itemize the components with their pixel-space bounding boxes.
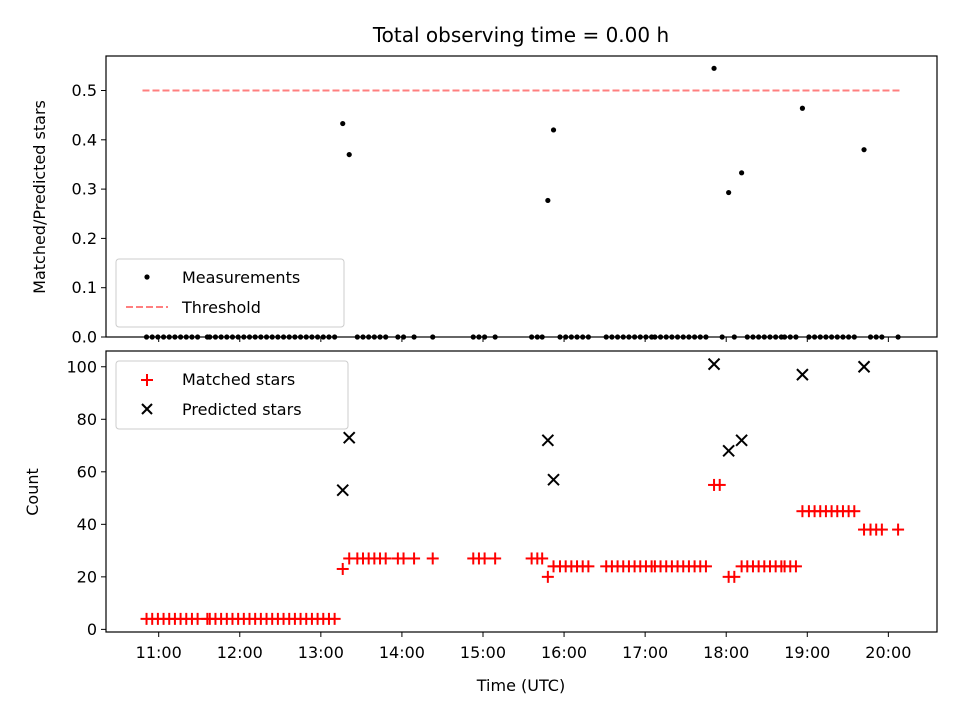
measurement-point — [340, 120, 346, 127]
measurement-point — [799, 105, 806, 111]
predicted-star-point — [722, 444, 735, 458]
x-tick-label: 17:00 — [622, 643, 668, 662]
x-tick-label: 11:00 — [136, 643, 182, 662]
matched-star-point — [728, 570, 741, 583]
bottom-legend-box — [115, 360, 349, 430]
legend-measurements-label: Measurements — [182, 268, 300, 287]
measurement-point — [861, 147, 867, 153]
matched-star-point — [541, 570, 554, 583]
legend-predicted-label: Predicted stars — [182, 400, 302, 419]
x-tick-label: 14:00 — [379, 643, 425, 662]
matched-star-point — [426, 552, 439, 565]
legend-measurements-marker — [144, 274, 150, 280]
measurement-point — [545, 197, 551, 204]
predicted-star-point — [336, 483, 349, 497]
predicted-star-point — [857, 360, 871, 373]
measurement-point — [550, 127, 557, 133]
legend-threshold-label: Threshold — [181, 298, 261, 317]
legend-matched-label: Matched stars — [182, 370, 295, 389]
chart-title: Total observing time = 0.00 h — [372, 23, 669, 47]
matched-star-point — [328, 612, 341, 625]
matched-star-point — [478, 552, 491, 565]
bottom-y-tick-label: 100 — [66, 357, 97, 376]
matched-star-point — [713, 478, 726, 491]
top-y-tick-label: 0.2 — [72, 229, 97, 248]
bottom-legend: Matched stars Predicted stars — [115, 360, 349, 430]
matched-star-point — [892, 523, 905, 536]
bottom-plot-frame — [105, 350, 938, 633]
matched-star-point — [397, 552, 410, 565]
top-ticks: 0.0 0.1 0.2 0.3 0.4 0.5 — [72, 81, 889, 347]
matched-star-point — [536, 552, 549, 565]
x-tick-label: 13:00 — [298, 643, 344, 662]
top-y-tick-label: 0.3 — [72, 180, 97, 199]
top-y-tick-label: 0.5 — [72, 81, 97, 100]
top-y-tick-label: 0.1 — [72, 278, 97, 297]
bottom-y-tick-label: 40 — [77, 515, 97, 534]
x-tick-label: 16:00 — [541, 643, 587, 662]
top-panel: 0.0 0.1 0.2 0.3 0.4 0.5 Matched/Predicted sta… — [30, 55, 938, 347]
measurement-point — [726, 189, 732, 196]
matched-star-point — [848, 505, 861, 518]
bottom-y-tick-label: 60 — [77, 462, 97, 481]
predicted-stars-series — [336, 357, 871, 497]
x-tick-label: 18:00 — [703, 643, 749, 662]
bottom-ticks: 0 20 40 60 80 100 11:00 12:00 13:00 14:00 15:00 16:… — [66, 357, 911, 662]
x-tick-label: 15:00 — [460, 643, 506, 662]
predicted-star-point — [547, 473, 560, 486]
legend-predicted-marker — [141, 403, 153, 415]
bottom-y-axis-label: Count — [23, 468, 42, 516]
bottom-y-tick-label: 20 — [77, 567, 97, 586]
top-plot-frame — [105, 55, 938, 338]
matched-star-point — [699, 560, 712, 573]
top-y-tick-label: 0.0 — [72, 328, 97, 347]
matched-star-point — [379, 552, 392, 565]
legend-matched-marker — [141, 374, 153, 386]
top-y-axis-label: Matched/Predicted stars — [30, 100, 49, 294]
predicted-star-point — [796, 368, 809, 381]
top-legend: Measurements Threshold — [115, 258, 345, 328]
measurement-point — [346, 151, 352, 158]
top-legend-box — [115, 258, 345, 328]
matched-star-point — [582, 560, 595, 573]
matched-star-point — [408, 552, 421, 565]
predicted-star-point — [735, 434, 748, 447]
x-axis-label: Time (UTC) — [476, 676, 565, 695]
measurement-point — [711, 65, 717, 71]
bottom-y-tick-label: 0 — [87, 620, 97, 639]
matched-star-point — [875, 523, 888, 536]
bottom-panel: 0 20 40 60 80 100 11:00 12:00 13:00 14:00 15:00 16:… — [23, 350, 938, 695]
matched-stars-series — [140, 478, 905, 625]
matched-star-point — [336, 562, 349, 575]
top-y-tick-label: 0.4 — [72, 130, 97, 149]
matched-star-point — [489, 552, 502, 565]
matched-star-point — [789, 560, 802, 573]
bottom-y-tick-label: 80 — [77, 410, 97, 429]
measurement-point — [739, 170, 745, 176]
x-tick-label: 19:00 — [784, 643, 830, 662]
predicted-star-point — [541, 434, 555, 447]
predicted-star-point — [707, 357, 721, 371]
predicted-star-point — [343, 431, 356, 444]
x-tick-label: 20:00 — [865, 643, 911, 662]
x-tick-label: 12:00 — [217, 643, 263, 662]
